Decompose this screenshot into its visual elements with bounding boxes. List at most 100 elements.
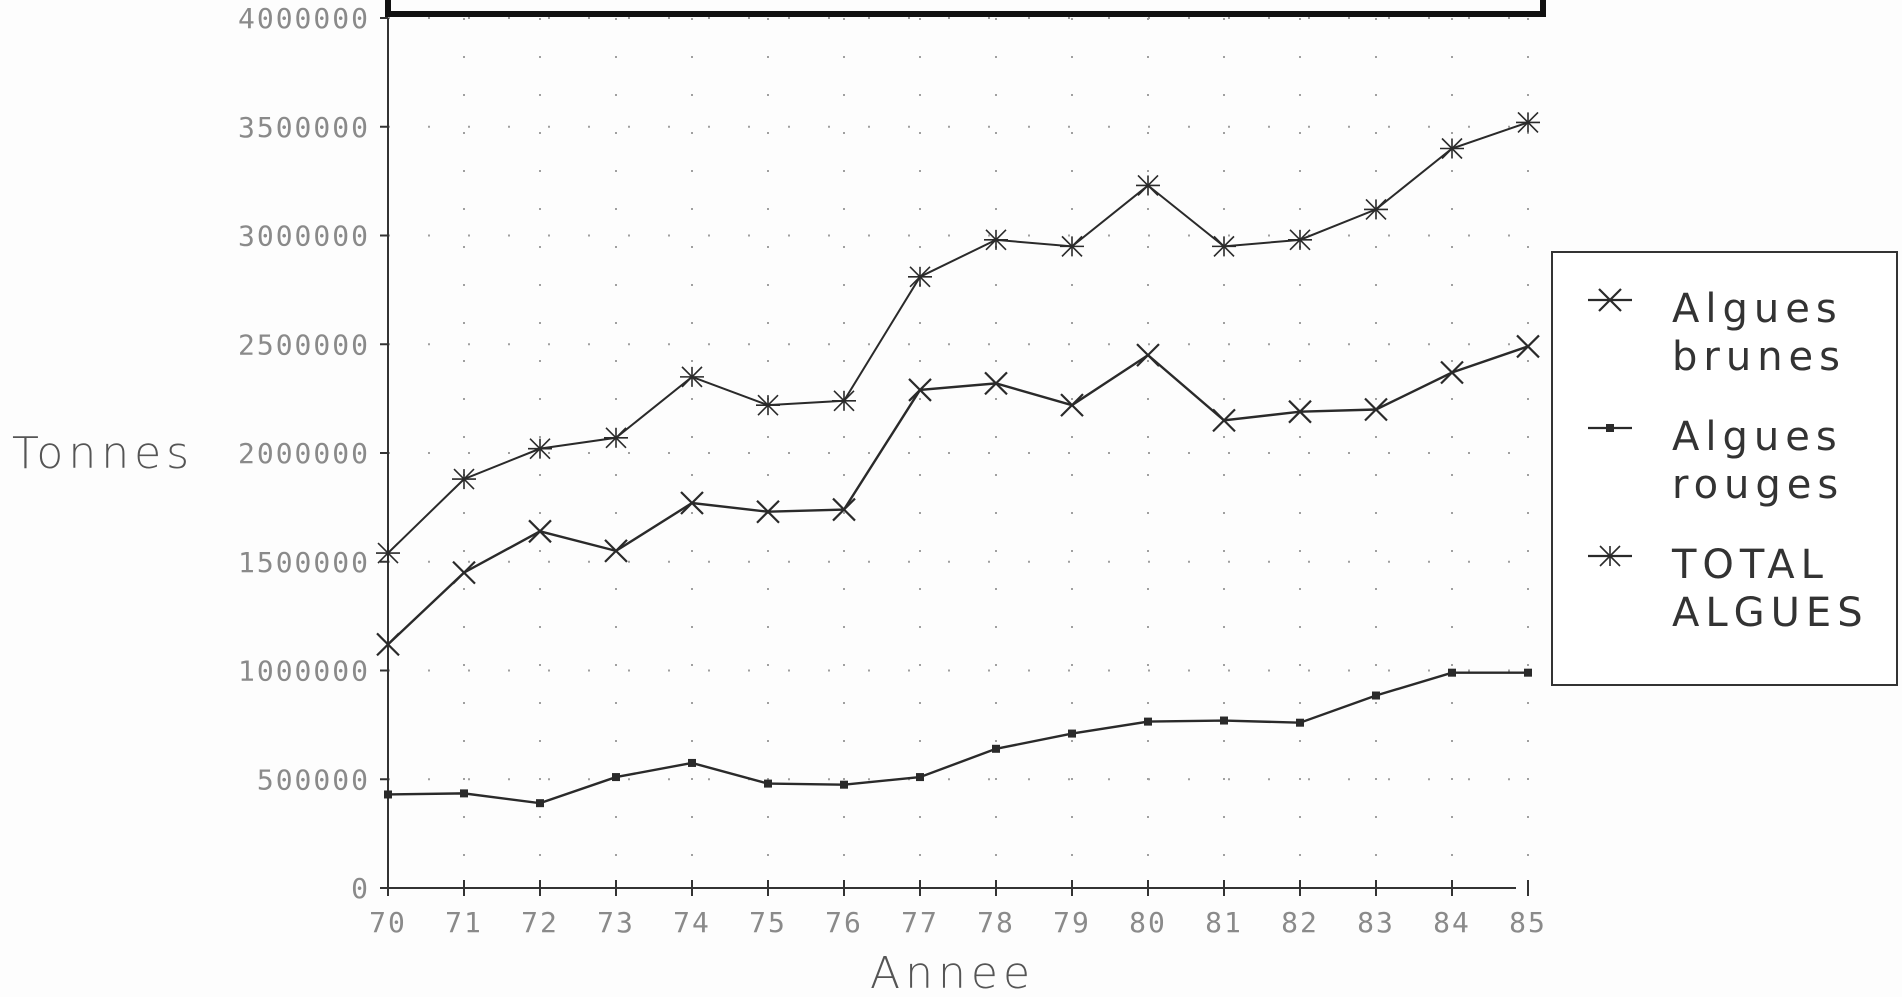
series-algues-brunes: [376, 334, 1540, 657]
data-point-star: [984, 229, 1008, 251]
x-tick-labels: 70 71 72 73 74 75 76 77 78 79 80 81 82 83 84 85: [369, 880, 1545, 939]
marker-square: [1606, 424, 1614, 432]
legend-label-algues-rouges-line2: rouges: [1672, 462, 1844, 508]
data-point-x: [1212, 408, 1236, 433]
marker-stroke: [1598, 288, 1622, 312]
legend-item-total-algues: TOTAL ALGUES: [1588, 542, 1869, 636]
y-tick-labels: 0 500000 1000000 1500000 2000000 2500000 30000…: [238, 2, 388, 905]
data-point-star: [452, 468, 476, 490]
marker-square: [384, 790, 392, 799]
data-point-star: [604, 427, 628, 449]
data-point-x: [452, 560, 476, 585]
data-point-star: [528, 438, 552, 460]
marker-stroke: [528, 519, 552, 544]
x-tick-label: 78: [977, 906, 1015, 939]
data-point-square: [1296, 718, 1304, 727]
marker-square: [764, 779, 772, 788]
marker-square: [612, 773, 620, 782]
legend-label-algues-brunes-line2: brunes: [1672, 334, 1846, 380]
marker-stroke: [1212, 408, 1236, 433]
marker-square: [536, 799, 544, 808]
data-point-square: [612, 773, 620, 782]
legend-marker-x: [1598, 288, 1622, 312]
y-tick-label: 1500000: [238, 546, 370, 579]
x-axis-title: Annee: [870, 948, 1035, 997]
marker-stroke: [1060, 393, 1084, 417]
legend-label-algues-brunes-line1: Algues: [1672, 286, 1843, 332]
data-point-star: [1288, 229, 1312, 251]
data-point-star: [1516, 111, 1540, 133]
data-point-square: [688, 758, 696, 767]
marker-square: [992, 744, 1000, 753]
data-point-square: [1220, 716, 1228, 725]
series-total-algues: [376, 111, 1540, 564]
y-tick-label: 500000: [257, 763, 370, 796]
x-tick-label: 70: [369, 906, 407, 939]
x-tick-label: 75: [749, 906, 787, 939]
data-point-star: [376, 542, 400, 564]
legend: Algues brunes Algues rouges TOTAL ALGUES: [1551, 251, 1898, 686]
x-tick-label: 76: [825, 906, 863, 939]
data-point-square: [1068, 729, 1076, 738]
marker-square: [1524, 668, 1532, 677]
data-point-square: [1448, 668, 1456, 677]
x-tick-label: 82: [1281, 906, 1319, 939]
x-tick-label: 84: [1433, 906, 1471, 939]
x-tick-label: 73: [597, 906, 635, 939]
x-tick-label: 74: [673, 906, 711, 939]
data-point-square: [1524, 668, 1532, 677]
data-point-x: [984, 371, 1008, 396]
series-algues-rouges: [384, 668, 1532, 808]
marker-stroke: [1364, 397, 1388, 422]
legend-box: [1551, 251, 1898, 686]
grid-layer: [388, 17, 1529, 888]
y-tick-label: 4000000: [238, 2, 370, 35]
legend-item-algues-brunes: Algues brunes: [1588, 286, 1846, 380]
series-layer: [376, 111, 1540, 808]
legend-marker-square: [1606, 424, 1614, 432]
marker-stroke: [604, 539, 628, 563]
data-point-x: [908, 378, 932, 402]
top-banner-box: [385, 0, 1546, 17]
marker-stroke: [1136, 343, 1160, 367]
data-point-square: [384, 790, 392, 799]
marker-square: [840, 780, 848, 789]
legend-label-algues-rouges-line1: Algues: [1672, 414, 1843, 460]
legend-label-total-algues-line1: TOTAL: [1671, 542, 1829, 588]
data-point-square: [992, 744, 1000, 753]
data-point-star: [680, 366, 704, 388]
y-tick-label: 2500000: [238, 328, 370, 361]
legend-label-total-algues-line2: ALGUES: [1672, 590, 1869, 636]
data-point-square: [1372, 691, 1380, 700]
marker-square: [1068, 729, 1076, 738]
marker-stroke: [376, 632, 400, 657]
data-point-star: [1136, 174, 1160, 197]
data-point-x: [528, 519, 552, 544]
data-point-star: [756, 394, 780, 416]
y-tick-label: 3000000: [238, 220, 370, 253]
legend-marker-star: [1598, 545, 1622, 567]
x-tick-label: 83: [1357, 906, 1395, 939]
data-point-x: [1136, 343, 1160, 367]
y-axis-title: Tonnes: [12, 428, 194, 479]
data-point-square: [916, 773, 924, 782]
legend-x-marker-icon: [1588, 288, 1632, 312]
marker-square: [688, 758, 696, 767]
x-tick-label: 80: [1129, 906, 1167, 939]
data-point-x: [1364, 397, 1388, 422]
marker-square: [1296, 718, 1304, 727]
data-point-x: [376, 632, 400, 657]
marker-stroke: [908, 378, 932, 402]
legend-item-algues-rouges: Algues rouges: [1588, 414, 1844, 508]
legend-square-marker-icon: [1588, 424, 1632, 432]
marker-square: [1220, 716, 1228, 725]
x-tick-label: 71: [445, 906, 483, 939]
marker-square: [916, 773, 924, 782]
marker-stroke: [756, 499, 780, 524]
y-tick-label: 3500000: [238, 111, 370, 144]
data-point-star: [1364, 198, 1388, 220]
marker-square: [1144, 717, 1152, 726]
y-tick-label: 2000000: [238, 437, 370, 470]
